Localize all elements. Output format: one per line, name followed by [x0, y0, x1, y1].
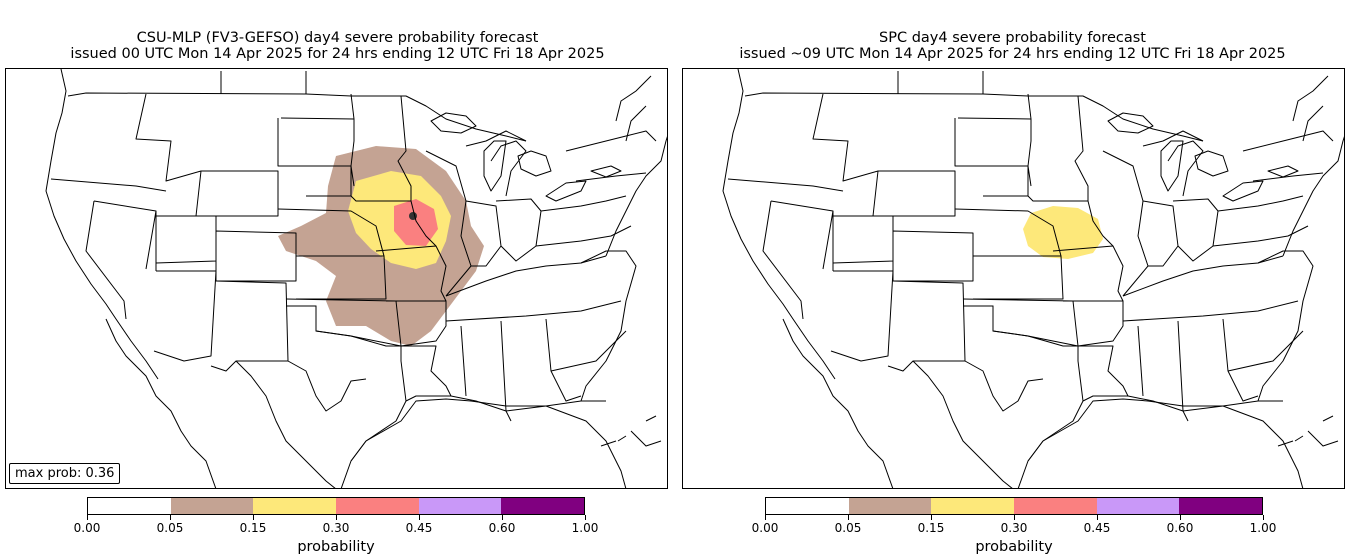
cb-bin-5: [501, 498, 584, 514]
right-colorbar-ticks: 0.00 0.05 0.15 0.30 0.45 0.60 1.00: [752, 515, 1276, 539]
left-forecast-panel: CSU-MLP (FV3-GEFSO) day4 severe probabil…: [0, 30, 675, 555]
cb-tick: 0.45: [389, 515, 449, 535]
cb-bin-5: [1179, 498, 1262, 514]
cb-tick: 0.60: [472, 515, 532, 535]
cb-bin-4: [1096, 498, 1180, 514]
cb-tick: 0.30: [306, 515, 366, 535]
prob-contour-030: [394, 199, 438, 246]
right-colorbar: [765, 497, 1263, 515]
cb-tick: 0.60: [1150, 515, 1210, 535]
cb-tick: 1.00: [555, 515, 615, 535]
cb-tick: 0.00: [57, 515, 117, 535]
left-colorbar-label: probability: [297, 539, 375, 555]
cb-tick: 1.00: [1233, 515, 1293, 535]
right-map-canvas: [722, 69, 1344, 488]
left-colorbar-ticks: 0.00 0.05 0.15 0.30 0.45 0.60 1.00: [74, 515, 598, 539]
right-panel-title: SPC day4 severe probability forecast iss…: [675, 30, 1350, 62]
right-title-line1: SPC day4 severe probability forecast: [879, 30, 1146, 46]
cb-bin-0: [88, 498, 171, 514]
cb-tick: 0.30: [984, 515, 1044, 535]
left-map-canvas: [45, 69, 667, 488]
cb-tick: 0.15: [901, 515, 961, 535]
cb-bin-0: [766, 498, 849, 514]
right-forecast-panel: SPC day4 severe probability forecast iss…: [675, 0, 1350, 559]
cb-bin-3: [336, 498, 419, 514]
right-colorbar-label: probability: [975, 539, 1053, 555]
cb-bin-4: [418, 498, 502, 514]
cb-tick: 0.05: [140, 515, 200, 535]
cb-bin-2: [253, 498, 337, 514]
left-map: max prob: 0.36: [5, 68, 668, 489]
cb-bin-1: [848, 498, 932, 514]
left-colorbar: [87, 497, 585, 515]
left-panel-title: CSU-MLP (FV3-GEFSO) day4 severe probabil…: [0, 30, 675, 62]
spc-prob-contour-015: [1023, 206, 1103, 259]
left-title-line1: CSU-MLP (FV3-GEFSO) day4 severe probabil…: [136, 30, 539, 46]
max-prob-box: max prob: 0.36: [9, 463, 121, 484]
right-title-line2: issued ~09 UTC Mon 14 Apr 2025 for 24 hr…: [739, 46, 1286, 62]
cb-bin-3: [1014, 498, 1097, 514]
cb-tick: 0.00: [735, 515, 795, 535]
cb-bin-1: [170, 498, 254, 514]
cb-bin-2: [931, 498, 1015, 514]
cb-tick: 0.05: [818, 515, 878, 535]
left-title-line2: issued 00 UTC Mon 14 Apr 2025 for 24 hrs…: [70, 46, 605, 62]
cb-tick: 0.15: [223, 515, 283, 535]
cb-tick: 0.45: [1067, 515, 1127, 535]
right-map: [682, 68, 1345, 489]
